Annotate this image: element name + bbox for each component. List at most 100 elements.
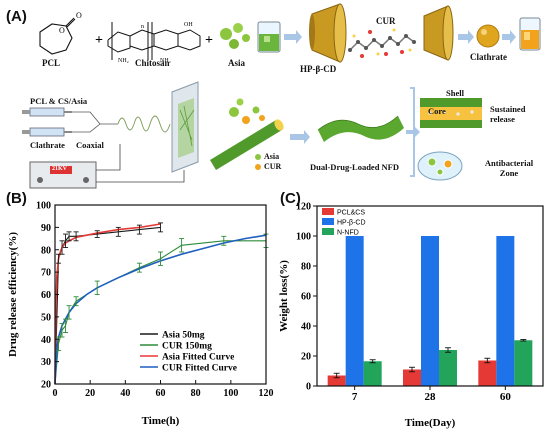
coaxial-lines [72,111,118,133]
arrow-icon-4 [290,130,310,144]
x-tick-label: 7 [352,391,358,403]
hpbcd-cone-icon [309,3,347,63]
bar [439,350,457,386]
green-beaker-icon [257,21,281,53]
feed-bottom-label: Clathrate [30,140,65,150]
y-tick-label: 0 [306,382,311,393]
pcl-ring-oxygen: O [59,26,65,35]
fiber-cur-label: CUR [264,162,282,171]
y-axis-label: Weight loss(%) [278,260,290,332]
y-tick-label: 40 [41,335,51,346]
panel-c-label: (C) [280,190,301,207]
legend-swatch [322,228,334,235]
x-tick-label: 60 [500,391,512,403]
clathrate-highlight [481,29,487,35]
legend-label: CUR 150mg [162,342,212,352]
ground-wire [96,170,185,183]
legend-asia-dot [255,154,261,160]
bar [421,236,439,386]
legend-label: PCL&CS [337,210,365,217]
y-tick-label: 50 [41,312,51,323]
shell-core-block [420,98,482,128]
y-tick-label: 100 [296,232,311,243]
x-tick-label: 0 [53,388,58,399]
x-tick-label: 20 [85,388,95,399]
feed-top-label: PCL & CS/Asia [30,96,88,106]
antibacterial-zone-label: Antibacterial Zone [484,158,534,178]
chitosan-label: Chitosan [135,58,170,68]
chitosan-nh2-label-2: NH₂ [160,58,171,64]
petri-dish-icon [417,151,463,181]
plus-sign-1: + [95,33,103,48]
chitosan-nh2-label: NH₂ [118,58,129,64]
coaxial-label: Coaxial [76,140,104,150]
x-tick-label: 100 [223,388,238,399]
arrow-icon-5 [406,126,420,138]
scheme-diagram: O O + n NH₂ NH₂ OH + [22,3,541,189]
panel-a-label: (A) [6,8,27,25]
hpbcd-label: HP-β-CD [300,64,337,74]
bar [345,236,364,386]
x-tick-label: 28 [425,391,437,403]
y-tick-label: 100 [36,201,51,212]
x-axis-label: Time(Day) [405,417,456,429]
voltage-readout: 21KV [52,166,67,172]
arrow-icon-2 [458,30,474,44]
legend-label: Asia 50mg [162,331,205,341]
bar [403,369,421,386]
clathrate-label: Clathrate [470,52,507,62]
y-tick-label: 30 [41,357,51,368]
legend-swatch [322,208,334,215]
series-line [54,223,161,385]
chitosan-oh-label: OH [184,22,193,28]
legend-label: Asia Fitted Curve [162,353,234,363]
plus-sign-2: + [205,33,213,48]
y-tick-label: 20 [301,352,311,363]
panel-b-label: (B) [6,190,27,207]
y-tick-label: 20 [41,380,51,391]
arrow-icon [284,30,302,44]
asia-spheres [220,23,250,49]
pcl-structure [39,17,76,55]
bar [496,236,515,386]
nfd-mat-icon [317,115,404,142]
y-tick-label: 60 [301,292,311,303]
y-tick-label: 40 [301,322,311,333]
legend-label: CUR Fitted Curve [162,364,237,374]
y-tick-label: 80 [41,245,51,256]
chitosan-n-label: n [141,24,144,30]
syringe-top-icon [22,107,72,117]
core-label: Core [428,106,446,116]
fiber-asia-label: Asia [264,152,280,161]
power-wire [96,144,121,171]
bar [363,361,382,386]
electrospinning-jet [117,115,171,133]
chitosan-structure [107,22,201,60]
syringe-bottom-icon [22,127,72,137]
product-label: Dual-Drug-Loaded NFD [310,162,400,172]
power-supply-icon [29,161,97,189]
y-tick-label: 70 [41,268,51,279]
asia-label: Asia [228,58,246,68]
cur-label: CUR [376,16,396,26]
x-tick-label: 120 [259,388,274,399]
pcl-label: PCL [42,58,60,68]
clathrate-ball-icon [476,24,500,48]
cur-molecule-icon [348,28,416,58]
arrow-icon-3 [502,30,516,44]
x-tick-label: 80 [191,388,201,399]
y-tick-label: 120 [296,202,311,213]
sustained-release-label: Sustained release [490,104,526,124]
shell-label: Shell [446,88,464,98]
y-tick-label: 60 [41,290,51,301]
y-axis-label: Drug release efficiency(%) [7,232,19,357]
y-tick-label: 80 [301,262,311,273]
x-axis-label: Time(h) [142,415,180,427]
fiber-icon [210,98,284,170]
hpbcd-cone-icon-2 [423,5,454,61]
y-tick-label: 90 [41,223,51,234]
legend-label: N-NFD [337,230,359,237]
x-tick-label: 40 [120,388,130,399]
